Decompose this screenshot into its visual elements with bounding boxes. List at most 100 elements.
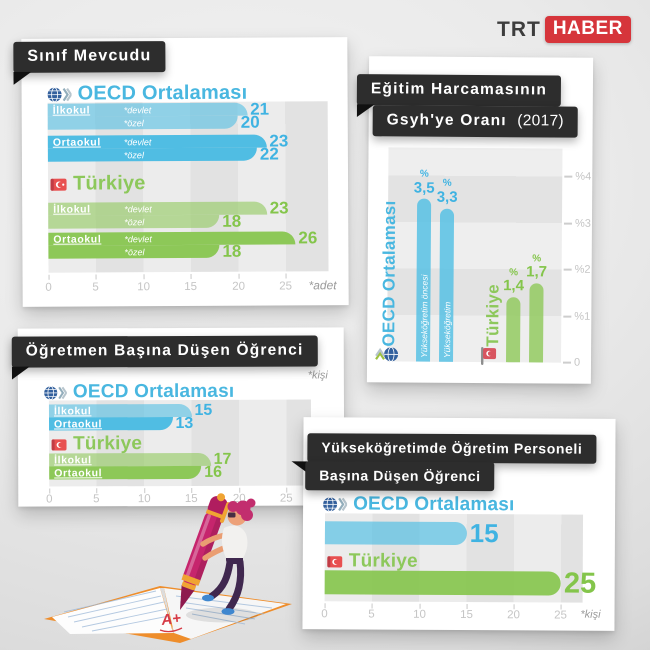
badge-title-line1: Eğitim Harcamasının — [370, 80, 548, 99]
grade-text: A+ — [159, 610, 182, 629]
axis-label: 5 — [368, 608, 375, 621]
bar-value: 18 — [222, 211, 242, 231]
bar-value: 23 — [269, 198, 289, 218]
vbar-wrap: % 1,7 — [526, 253, 547, 363]
person-shadow — [186, 607, 258, 623]
card-egitim-harcamasi: Eğitim Harcamasının Gsyh'ye Oranı (2017)… — [367, 56, 594, 384]
bar-tr-ilkokul: İlkokul — [49, 452, 211, 467]
bar-value: % 3,3 — [424, 178, 470, 206]
oecd-header: OECD Ortalaması — [323, 493, 515, 516]
bar-oecd-ilkokul-devlet: İlkokul *devlet — [47, 102, 248, 117]
unit-note: *kişi — [307, 369, 328, 382]
axis-label: 20 — [232, 280, 246, 293]
writing-person-illustration: A+ — [44, 493, 292, 643]
bar-tr-ilkokul-ozel: *özel — [48, 214, 220, 229]
card-yuksekogretimde: Yükseköğretimde Öğretim Personeli Başına… — [302, 417, 616, 631]
oecd-logo-icon — [47, 86, 72, 102]
oecd-logo-icon — [44, 385, 67, 400]
bar-label: İlkokul — [52, 104, 91, 117]
giant-pen — [180, 493, 231, 610]
badge-title: Öğretmen Başına Düşen Öğrenci — [25, 341, 304, 360]
badge-ogretmen-basina: Öğretmen Başına Düşen Öğrenci — [11, 335, 318, 368]
axis-tick — [190, 273, 192, 279]
axis-tick — [238, 273, 240, 279]
oecd-header: OECD Ortalaması — [47, 82, 248, 106]
badge-yuksekogretimde-line1: Yükseköğretimde Öğretim Personeli — [307, 433, 597, 464]
page-lines — [63, 590, 273, 632]
bar-row: 25 — [324, 568, 596, 600]
turkey-flag-icon — [50, 178, 67, 191]
axis-tick — [95, 274, 97, 280]
badge-fold — [13, 72, 31, 85]
vbar-wrap: % 3,3 Yükseköğretim — [437, 178, 458, 362]
bar-sublabel: *özel — [123, 118, 144, 129]
bar-label: İlkokul — [53, 405, 92, 418]
bar-label: İlkokul — [54, 454, 92, 467]
bar-value: 18 — [222, 241, 242, 261]
bar-value: 13 — [175, 414, 194, 432]
bar-turkiye — [324, 570, 562, 596]
oecd-header-vertical: OECD Ortalaması — [379, 200, 400, 347]
turkiye-header: Türkiye — [327, 550, 418, 572]
turkiye-header-label: Türkiye — [73, 433, 143, 455]
haber-logo-badge: HABER — [544, 16, 631, 43]
axis-tick — [285, 273, 287, 279]
turkiye-header-label: Türkiye — [73, 172, 146, 195]
bar-row: İlkokul *devlet 21 — [47, 100, 269, 119]
axis-label: 0 — [321, 608, 328, 621]
badge-title-line2: Başına Düşen Öğrenci — [319, 467, 481, 485]
grade-underline — [159, 627, 183, 633]
bar-value: 20 — [240, 112, 260, 132]
turkey-flag-icon — [327, 555, 343, 567]
unit-note: *adet — [308, 278, 337, 293]
oecd-logo-icon — [323, 496, 348, 512]
bar-sublabel: *devlet — [124, 204, 152, 215]
bar-value: % 1,7 — [514, 253, 560, 281]
person — [200, 498, 256, 615]
bar-oecd-yuksekogretim: Yükseköğretim — [439, 208, 455, 362]
y-axis-tick: %1 — [563, 311, 590, 323]
axis-label: 0 — [45, 281, 52, 294]
axis-label: 10 — [413, 608, 426, 621]
badge-title-year: (2017) — [517, 112, 564, 130]
bar-category-label: Yükseköğretim — [441, 301, 452, 358]
bar-label: İlkokul — [53, 203, 91, 216]
bar-oecd-yuksekogretim-oncesi: Yükseköğretim öncesi — [416, 198, 432, 362]
badge-egitim-line2: Gsyh'ye Oranı (2017) — [372, 105, 579, 138]
unit-note: *kişi — [580, 608, 601, 621]
bar-sublabel: *devlet — [124, 234, 152, 245]
bar-sublabel: *özel — [124, 247, 145, 258]
bar-label: Ortaokul — [53, 233, 102, 246]
axis-label: 15 — [184, 280, 198, 294]
badge-title-line2: Gsyh'ye Oranı — [386, 111, 507, 130]
bar-tr-ortaokul-ozel: *özel — [48, 244, 220, 259]
turkiye-header: Türkiye — [50, 172, 146, 195]
badge-title: Sınıf Mevcudu — [27, 47, 152, 65]
bar-sublabel: *özel — [124, 217, 145, 228]
axis-label: 10 — [137, 281, 151, 294]
turkiye-header: Türkiye — [51, 433, 142, 455]
bar-oecd-ortaokul-ozel: *özel — [47, 147, 257, 162]
bar-value: 26 — [298, 228, 318, 248]
trt-haber-logo: TRT HABER — [497, 16, 631, 43]
bar-row: *özel 22 — [47, 145, 279, 164]
y-axis-tick: %2 — [563, 264, 591, 276]
y-axis-tick: %3 — [563, 218, 591, 230]
bar-oecd-ilkokul: İlkokul — [48, 403, 192, 418]
bar-category-label: Yükseköğretim öncesi — [418, 274, 430, 358]
bar-sublabel: *devlet — [123, 105, 152, 116]
plot-sinif-mevcudu: İlkokul *devlet 21 *özel 20 Ortaokul *de… — [47, 100, 329, 273]
bar-label: Ortaokul — [52, 136, 101, 149]
bar-row: Ortaokul 13 — [49, 414, 194, 432]
bar-tr-yuksekogretim-oncesi — [506, 297, 521, 363]
axis-label: 15 — [460, 609, 473, 622]
axis-tick — [143, 274, 145, 280]
bar-tr-ortaokul-devlet: Ortaokul *devlet — [48, 231, 296, 246]
turkey-flag-icon — [51, 438, 67, 451]
bar-oecd — [324, 521, 467, 546]
badge-sinif-mevcudu: Sınıf Mevcudu — [13, 41, 166, 73]
bar-row: Ortaokul *devlet 23 — [47, 131, 288, 151]
bar-value: 15 — [469, 518, 499, 549]
bar-value: 15 — [194, 401, 213, 419]
badge-egitim-line1: Eğitim Harcamasının — [357, 74, 562, 106]
